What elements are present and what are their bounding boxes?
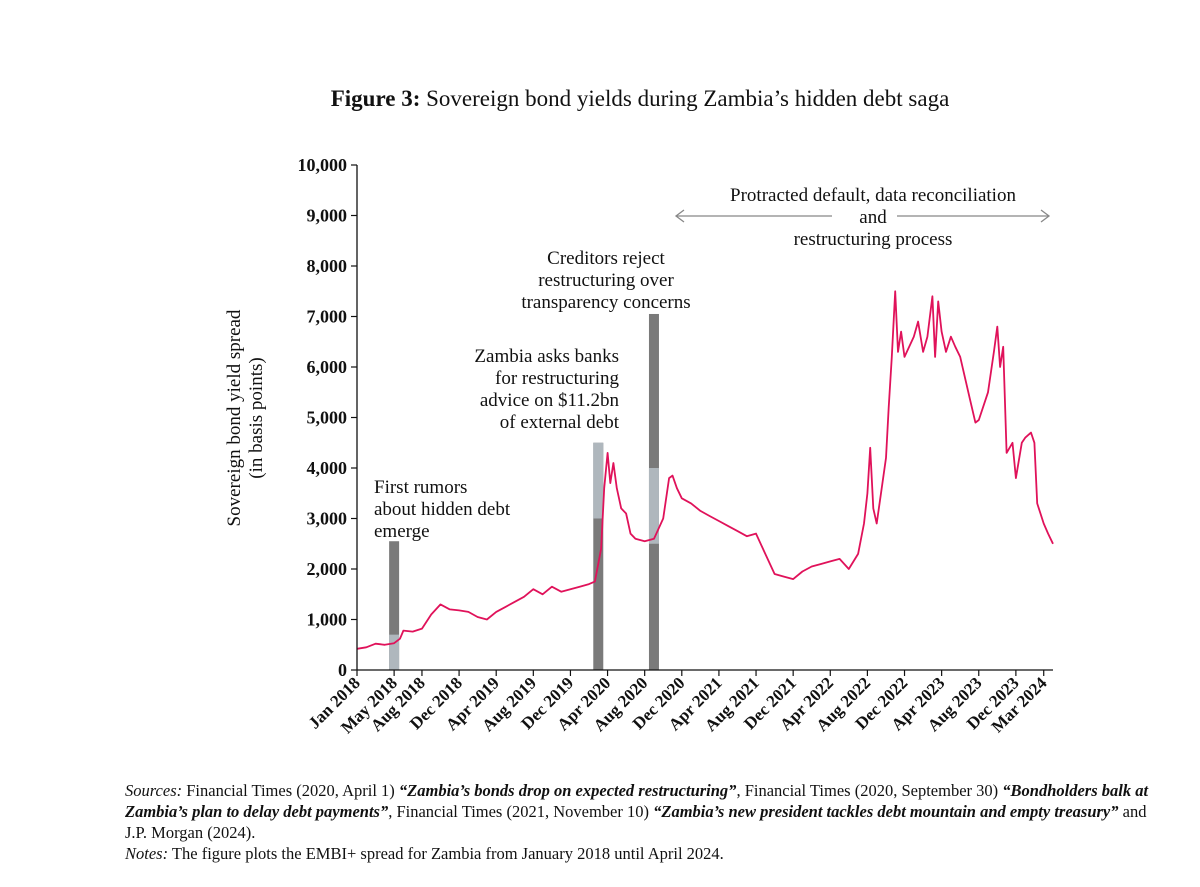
sources-label: Sources: xyxy=(125,781,183,800)
figure-title: Figure 3: Sovereign bond yields during Z… xyxy=(0,86,1200,112)
event-bars xyxy=(389,313,659,670)
y-tick-label: 0 xyxy=(338,660,347,680)
y-axis-label-line-2: (in basis points) xyxy=(246,357,267,478)
y-tick-label: 6,000 xyxy=(307,357,348,377)
y-axis-label-line-1: Sovereign bond yield spread xyxy=(224,309,245,526)
source-1-title: “Zambia’s bonds drop on expected restruc… xyxy=(398,781,737,800)
event-bar-highlight-2 xyxy=(593,442,604,519)
event-bar-2 xyxy=(593,442,604,670)
figure-title-prefix: Figure 3: xyxy=(330,86,421,111)
annotation-3-line-1: Creditors reject xyxy=(547,248,665,269)
annotation-3-line-2: restructuring over xyxy=(538,270,674,291)
y-tick-label: 3,000 xyxy=(307,509,348,529)
annotation-2-line-1: Zambia asks banks xyxy=(474,346,619,367)
y-tick-label: 4,000 xyxy=(307,458,348,478)
y-tick-label: 9,000 xyxy=(307,206,348,226)
sources-line: Sources: Financial Times (2020, April 1)… xyxy=(125,780,1165,843)
source-1: Financial Times (2020, April 1) xyxy=(186,781,395,800)
source-1-sep: , Financial Times (2020, xyxy=(736,781,898,800)
annotation-4-line-3: restructuring process xyxy=(794,229,953,250)
period-arrow-right-head xyxy=(1040,209,1051,223)
annotation-1-line-2: about hidden debt xyxy=(374,499,511,520)
source-2: September 30) xyxy=(901,781,999,800)
annotation-2-line-3: advice on $11.2bn xyxy=(480,390,620,411)
notes-label: Notes: xyxy=(125,844,169,863)
annotation-4-line-1: Protracted default, data reconciliation xyxy=(730,185,1016,206)
y-tick-label: 1,000 xyxy=(307,610,348,630)
sources-notes: Sources: Financial Times (2020, April 1)… xyxy=(125,780,1165,864)
y-tick-label: 8,000 xyxy=(307,256,348,276)
y-ticks: 0 1,000 2,000 3,000 4,000 5,000 6,000 7,000 8,00… xyxy=(298,155,357,680)
annotation-4-line-2: and xyxy=(859,207,887,228)
annotation-1-line-1: First rumors xyxy=(374,477,467,498)
y-tick-label: 5,000 xyxy=(307,408,348,428)
event-bar-highlight-1 xyxy=(389,634,400,670)
notes-line: Notes: The figure plots the EMBI+ spread… xyxy=(125,843,1165,864)
chart: 0 1,000 2,000 3,000 4,000 5,000 6,000 7,000 8,00… xyxy=(224,155,1054,737)
series-line-1 xyxy=(356,290,1054,650)
annotation-1-line-3: emerge xyxy=(374,521,430,542)
event-bar-highlight-3 xyxy=(648,468,659,544)
source-3-sep: and J.P. Morgan (2024). xyxy=(125,802,1147,842)
y-axis-label: Sovereign bond yield spread (in basis poi… xyxy=(224,309,267,526)
annotation-3-line-3: transparency concerns xyxy=(521,292,690,313)
period-arrow-left-head xyxy=(674,209,685,223)
series-layer xyxy=(356,290,1054,650)
y-tick-label: 2,000 xyxy=(307,559,348,579)
annotation-2-line-2: for restructuring xyxy=(495,368,619,389)
source-2-sep: , Financial Times (2021, November 10) xyxy=(388,802,649,821)
source-3-title: “Zambia’s new president tackles debt mou… xyxy=(653,802,1119,821)
annotation-2-line-4: of external debt xyxy=(500,412,620,433)
figure-title-text: Sovereign bond yields during Zambia’s hi… xyxy=(426,86,950,111)
source-2-title: “Bondholders balk at Zambia’s plan to de… xyxy=(125,781,1149,821)
y-tick-label: 7,000 xyxy=(307,307,348,327)
y-tick-label: 10,000 xyxy=(298,155,348,175)
event-bar-1 xyxy=(389,541,400,670)
notes-text: The figure plots the EMBI+ spread for Za… xyxy=(171,844,724,863)
